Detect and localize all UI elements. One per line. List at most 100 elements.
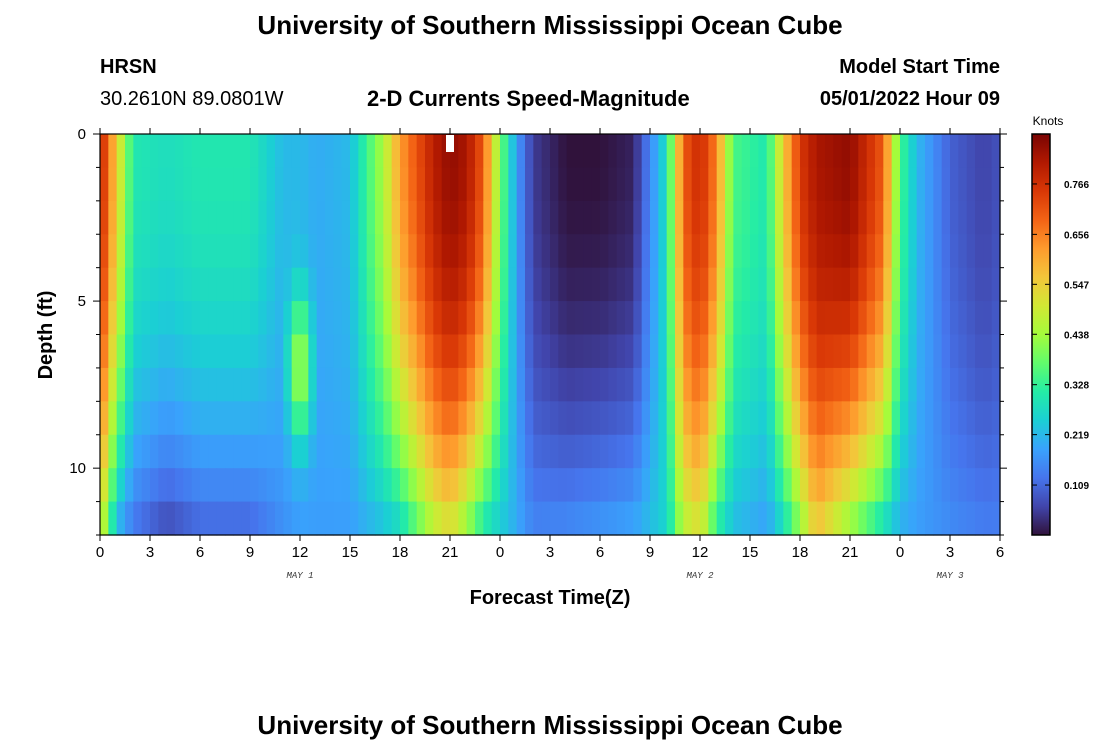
heat-cell xyxy=(191,468,201,503)
heat-cell xyxy=(733,468,743,503)
heat-cell xyxy=(975,134,984,169)
heat-cell xyxy=(758,234,768,269)
heat-cell xyxy=(116,167,126,202)
heat-cell xyxy=(691,134,701,169)
heat-cell xyxy=(475,468,484,503)
heat-cell xyxy=(733,401,743,436)
heat-cell xyxy=(416,200,426,235)
heat-cell xyxy=(158,134,168,169)
heat-cell xyxy=(966,200,976,235)
heat-cell xyxy=(475,167,484,202)
heat-cell xyxy=(400,134,409,169)
heat-cell xyxy=(875,334,884,369)
heat-cell xyxy=(716,167,726,202)
heat-cell xyxy=(658,234,668,269)
heat-cell xyxy=(808,301,818,336)
heat-cell xyxy=(458,200,468,235)
heat-cell xyxy=(450,468,459,503)
heat-cell xyxy=(883,134,893,169)
heat-cell xyxy=(391,167,401,202)
heat-cell xyxy=(650,434,659,469)
heat-cell xyxy=(233,301,243,336)
heat-cell xyxy=(975,367,984,402)
heat-cell xyxy=(308,334,318,369)
heat-cell xyxy=(308,234,318,269)
heat-cell xyxy=(691,501,701,536)
heat-cell xyxy=(216,267,226,302)
heat-cell xyxy=(908,334,918,369)
heat-cell xyxy=(241,401,251,436)
heat-cell xyxy=(316,267,326,302)
heat-cell xyxy=(258,234,268,269)
heat-cell xyxy=(850,267,859,302)
heat-cell xyxy=(891,401,901,436)
heat-cell xyxy=(733,200,743,235)
heat-cell xyxy=(350,401,359,436)
heat-cell xyxy=(308,401,318,436)
heat-cell xyxy=(925,301,934,336)
heat-cell xyxy=(400,367,409,402)
heat-cell xyxy=(991,367,1001,402)
x-tick-label: 6 xyxy=(196,544,204,561)
heat-cell xyxy=(933,167,943,202)
heat-cell xyxy=(425,200,434,235)
heat-cell xyxy=(725,434,734,469)
heat-cell xyxy=(258,167,268,202)
heat-cell xyxy=(950,367,959,402)
heat-cell xyxy=(250,167,259,202)
heat-cell xyxy=(158,334,168,369)
heat-cell xyxy=(466,401,476,436)
heat-cell xyxy=(258,434,268,469)
heat-cell xyxy=(841,200,851,235)
heat-cell xyxy=(491,134,501,169)
heat-cell xyxy=(383,468,393,503)
heat-cell xyxy=(800,267,809,302)
heat-cell xyxy=(333,367,343,402)
heat-cell xyxy=(675,301,684,336)
heat-cell xyxy=(866,234,876,269)
heat-cell xyxy=(650,134,659,169)
heat-cell xyxy=(758,134,768,169)
heat-cell xyxy=(541,167,551,202)
heat-cell xyxy=(150,501,159,536)
heat-cell xyxy=(141,501,151,536)
x-tick-label: 15 xyxy=(342,544,359,561)
heat-cell xyxy=(400,401,409,436)
heat-cell xyxy=(633,434,643,469)
heat-cell xyxy=(408,134,418,169)
heat-cell xyxy=(125,234,134,269)
heat-cell xyxy=(233,367,243,402)
heat-cell xyxy=(116,301,126,336)
heat-cell xyxy=(675,367,684,402)
heat-cell xyxy=(241,501,251,536)
heat-cell xyxy=(266,468,276,503)
heat-cell xyxy=(625,200,634,235)
heat-cell xyxy=(825,434,834,469)
heat-cell xyxy=(700,401,709,436)
heat-cell xyxy=(708,200,718,235)
heat-cell xyxy=(825,134,834,169)
heat-cell xyxy=(591,200,601,235)
heat-cell xyxy=(900,200,909,235)
heat-cell xyxy=(658,468,668,503)
heat-cell xyxy=(575,401,584,436)
heat-cell xyxy=(858,167,868,202)
heat-cell xyxy=(850,167,859,202)
heat-cell xyxy=(566,301,576,336)
heat-cell xyxy=(166,434,176,469)
heat-cell xyxy=(275,134,284,169)
heat-cell xyxy=(275,501,284,536)
heat-cell xyxy=(925,434,934,469)
heat-cell xyxy=(591,267,601,302)
heat-cell xyxy=(575,200,584,235)
heat-cell xyxy=(933,301,943,336)
heat-cell xyxy=(458,234,468,269)
heat-cell xyxy=(250,468,259,503)
heat-cell xyxy=(983,434,993,469)
heat-cell xyxy=(383,501,393,536)
heat-cell xyxy=(933,401,943,436)
heat-cell xyxy=(833,301,843,336)
heat-cell xyxy=(333,167,343,202)
heat-cell xyxy=(283,367,293,402)
heat-cell xyxy=(850,200,859,235)
